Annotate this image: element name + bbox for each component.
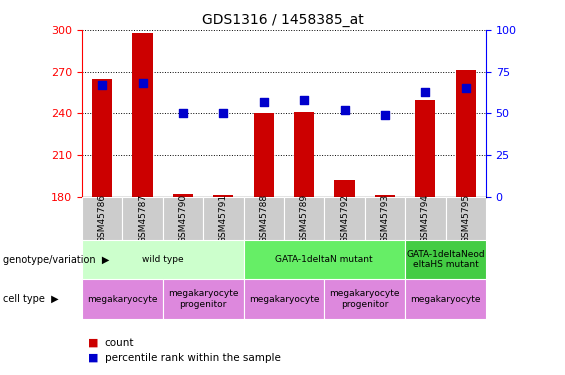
Bar [415, 99, 436, 375]
Text: percentile rank within the sample: percentile rank within the sample [105, 353, 280, 363]
Text: GSM45794: GSM45794 [421, 194, 430, 243]
Point [179, 110, 188, 116]
Bar [334, 180, 355, 375]
Text: GSM45789: GSM45789 [299, 194, 308, 243]
Bar [254, 113, 274, 375]
Point [299, 97, 308, 103]
Bar [405, 240, 486, 279]
Text: GDS1316 / 1458385_at: GDS1316 / 1458385_at [202, 13, 363, 27]
Bar [324, 197, 365, 240]
Bar [284, 197, 324, 240]
Point [98, 82, 107, 88]
Text: megakaryocyte: megakaryocyte [249, 295, 319, 304]
Text: count: count [105, 338, 134, 348]
Text: GSM45790: GSM45790 [179, 194, 188, 243]
Text: GSM45787: GSM45787 [138, 194, 147, 243]
Bar [294, 112, 314, 375]
Point [380, 112, 389, 118]
Bar [82, 240, 244, 279]
Bar [173, 194, 193, 375]
Point [259, 99, 268, 105]
Bar [455, 70, 476, 375]
Bar [405, 197, 445, 240]
Bar [405, 279, 486, 319]
Bar [92, 79, 112, 375]
Text: ■: ■ [88, 353, 98, 363]
Bar [163, 197, 203, 240]
Point [421, 89, 430, 95]
Text: genotype/variation  ▶: genotype/variation ▶ [3, 255, 109, 265]
Text: cell type  ▶: cell type ▶ [3, 294, 58, 304]
Text: ■: ■ [88, 338, 98, 348]
Text: GATA-1deltaNeod
eltaHS mutant: GATA-1deltaNeod eltaHS mutant [406, 250, 485, 269]
Bar [324, 279, 405, 319]
Text: GSM45793: GSM45793 [380, 194, 389, 243]
Text: wild type: wild type [142, 255, 184, 264]
Bar [132, 33, 153, 375]
Bar [213, 195, 233, 375]
Point [219, 110, 228, 116]
Point [340, 107, 349, 113]
Bar [244, 197, 284, 240]
Bar [244, 279, 324, 319]
Text: GSM45795: GSM45795 [461, 194, 470, 243]
Text: GATA-1deltaN mutant: GATA-1deltaN mutant [276, 255, 373, 264]
Text: GSM45788: GSM45788 [259, 194, 268, 243]
Text: megakaryocyte: megakaryocyte [87, 295, 158, 304]
Text: GSM45786: GSM45786 [98, 194, 107, 243]
Point [138, 80, 147, 86]
Bar [203, 197, 244, 240]
Bar [163, 279, 244, 319]
Text: megakaryocyte
progenitor: megakaryocyte progenitor [168, 290, 238, 309]
Text: megakaryocyte
progenitor: megakaryocyte progenitor [329, 290, 400, 309]
Point [461, 86, 470, 92]
Text: GSM45792: GSM45792 [340, 194, 349, 243]
Bar [82, 197, 122, 240]
Bar [375, 195, 395, 375]
Bar [244, 240, 405, 279]
Bar [82, 279, 163, 319]
Bar [445, 197, 486, 240]
Bar [365, 197, 405, 240]
Text: megakaryocyte: megakaryocyte [410, 295, 481, 304]
Bar [122, 197, 163, 240]
Text: GSM45791: GSM45791 [219, 194, 228, 243]
